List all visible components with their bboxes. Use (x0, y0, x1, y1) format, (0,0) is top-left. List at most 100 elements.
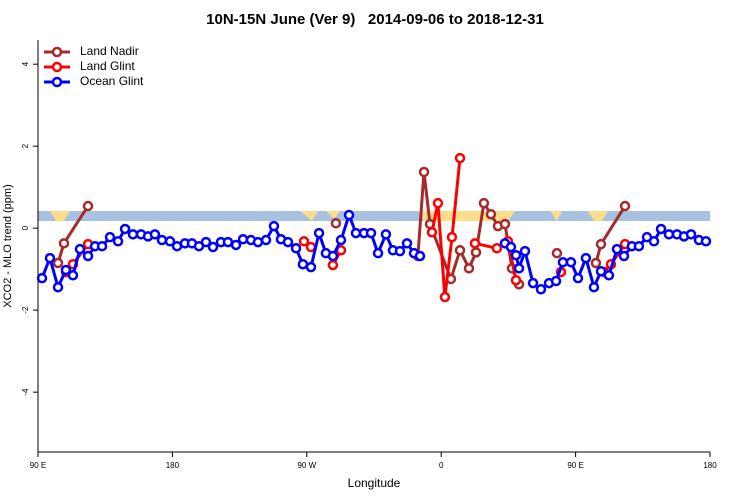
data-point (519, 245, 531, 257)
data-point (565, 256, 577, 268)
data-point (335, 234, 347, 246)
band-patch (300, 211, 318, 221)
data-point (297, 258, 309, 270)
data-point (327, 250, 339, 262)
data-point (580, 252, 592, 264)
data-point (439, 291, 451, 303)
data-point (74, 243, 86, 255)
data-point (595, 265, 607, 277)
data-point (380, 229, 392, 240)
data-point (60, 264, 72, 276)
data-point (394, 245, 406, 257)
data-point (52, 281, 64, 293)
data-point (414, 250, 426, 262)
data-point (252, 236, 264, 248)
band (38, 211, 710, 221)
data-point (513, 263, 525, 274)
x-tick-label: 90 W (297, 461, 316, 470)
data-point (260, 234, 272, 246)
y-tick-label: -4 (21, 388, 30, 396)
data-point (418, 166, 430, 178)
data-point (463, 263, 475, 274)
data-point (82, 250, 94, 262)
data-point (164, 236, 176, 247)
data-point (535, 283, 547, 295)
x-axis-label: Longitude (348, 476, 401, 490)
data-point (52, 257, 64, 269)
data-point (572, 272, 584, 284)
data-point (505, 241, 517, 253)
band-patch (588, 211, 608, 221)
legend-label: Land Nadir (80, 44, 139, 58)
data-point (499, 218, 511, 230)
data-point (305, 261, 317, 273)
data-point (446, 231, 458, 243)
x-tick-label: 180 (166, 461, 180, 470)
data-point (268, 220, 280, 232)
data-point (595, 238, 607, 250)
data-point (112, 236, 124, 247)
data-point (44, 252, 56, 264)
data-point (648, 236, 660, 247)
y-tick-label: 0 (21, 225, 30, 230)
data-point (432, 197, 444, 209)
band-patch (326, 211, 340, 219)
data-point (454, 245, 466, 256)
data-point (313, 227, 325, 239)
data-point (551, 247, 563, 259)
y-axis-label: XCO2 - MLO trend (ppm) (2, 184, 14, 307)
data-point (222, 236, 234, 248)
data-point (149, 229, 161, 240)
data-point (633, 240, 645, 252)
data-point (426, 227, 438, 238)
data-point (557, 256, 569, 268)
data-point (365, 227, 377, 239)
data-point (330, 217, 342, 229)
y-tick-label: -2 (21, 306, 30, 314)
plot-area (36, 152, 712, 303)
data-point (470, 247, 482, 258)
coverage-band (38, 211, 710, 221)
data-point (104, 231, 116, 243)
legend-marker (51, 61, 63, 73)
data-point (478, 197, 490, 209)
data-point (700, 236, 712, 247)
data-point (119, 223, 131, 235)
data-point (67, 270, 79, 281)
data-point (485, 208, 497, 220)
data-point (200, 236, 212, 248)
data-point (343, 209, 355, 221)
data-point (298, 236, 310, 247)
x-tick-label: 180 (703, 461, 717, 470)
data-point (469, 238, 481, 249)
data-point (372, 247, 384, 259)
band-patch (550, 211, 562, 221)
legend-marker (51, 46, 63, 58)
band-patch (50, 211, 70, 221)
x-tick-label: 90 E (567, 461, 583, 470)
data-point (82, 200, 94, 212)
data-point (510, 274, 522, 286)
data-point (127, 229, 139, 240)
data-point (491, 243, 503, 254)
data-point (350, 227, 362, 239)
data-point (207, 241, 219, 253)
x-tick-label: 90 E (30, 461, 46, 470)
data-point (230, 239, 242, 251)
data-point (58, 238, 70, 249)
data-point (550, 275, 562, 287)
y-tick-label: 2 (21, 143, 30, 148)
data-point (619, 200, 631, 212)
data-point (611, 243, 623, 255)
data-point (588, 281, 600, 293)
data-point (454, 152, 466, 164)
data-point (156, 234, 168, 246)
legend-label: Ocean Glint (80, 74, 144, 88)
chart-title: 10N-15N June (Ver 9) 2014-09-06 to 2018-… (206, 11, 544, 28)
legend-marker (51, 76, 63, 88)
data-point (655, 223, 667, 235)
data-point (290, 243, 302, 254)
data-point (282, 236, 294, 248)
data-point (510, 249, 522, 261)
